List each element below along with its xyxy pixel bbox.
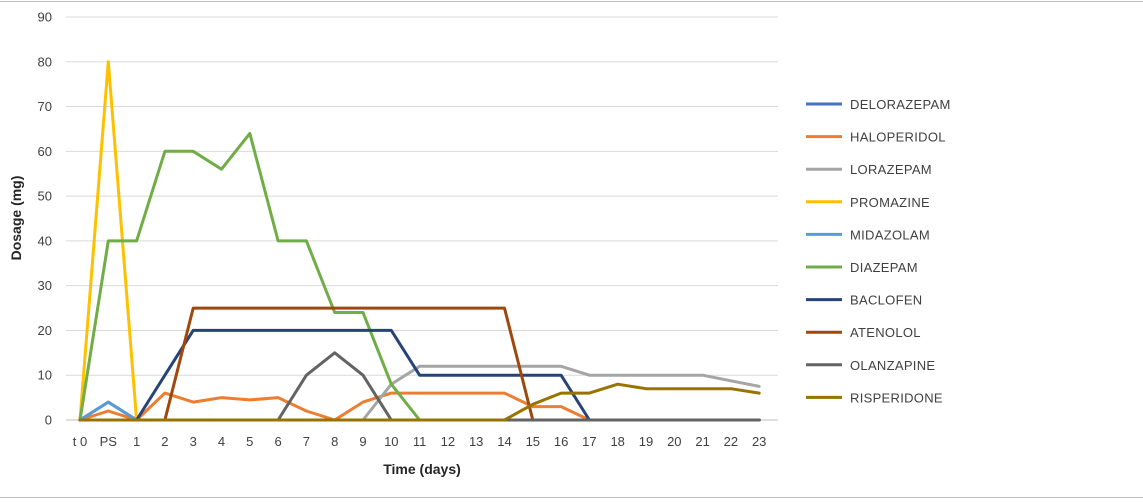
x-tick-label: 17 xyxy=(582,434,596,449)
legend-label: DELORAZEPAM xyxy=(850,97,951,112)
x-tick-label: 16 xyxy=(554,434,568,449)
y-tick-label: 70 xyxy=(38,99,52,114)
bottom-rule xyxy=(0,497,1143,498)
legend-label: PROMAZINE xyxy=(850,195,930,210)
x-tick-label: 15 xyxy=(526,434,540,449)
x-tick-label: 5 xyxy=(246,434,253,449)
x-tick-label: 11 xyxy=(413,434,427,449)
legend: DELORAZEPAM HALOPERIDOL LORAZEPAM PROMAZINE… xyxy=(806,97,951,405)
y-tick-label: 0 xyxy=(45,413,52,428)
y-axis-ticks: 0 10 20 30 40 50 60 70 80 90 xyxy=(38,10,52,428)
x-tick-label: 14 xyxy=(497,434,511,449)
series-line-atenolol xyxy=(78,306,761,422)
y-tick-label: 80 xyxy=(38,54,52,69)
legend-label: DIAZEPAM xyxy=(850,260,918,275)
series-line-diazepam xyxy=(78,131,761,422)
series-line-midazolam xyxy=(78,400,761,422)
x-tick-label: 21 xyxy=(695,434,709,449)
series-line-olanzapine xyxy=(78,351,761,422)
legend-label: MIDAZOLAM xyxy=(850,227,930,242)
x-tick-label: PS xyxy=(100,434,118,449)
y-tick-label: 10 xyxy=(38,368,52,383)
x-tick-label: 6 xyxy=(274,434,281,449)
x-tick-label: 7 xyxy=(303,434,310,449)
legend-label: RISPERIDONE xyxy=(850,390,943,405)
series-lines xyxy=(78,60,761,422)
y-tick-label: 30 xyxy=(38,278,52,293)
legend-label: HALOPERIDOL xyxy=(850,130,946,145)
series-line-risperidone xyxy=(78,382,761,422)
gridlines xyxy=(66,16,778,421)
y-tick-label: 50 xyxy=(38,189,52,204)
x-tick-label: 18 xyxy=(610,434,624,449)
x-tick-label: 4 xyxy=(218,434,225,449)
legend-label: OLANZAPINE xyxy=(850,358,935,373)
x-axis-ticks: t 0 PS 1 2 3 4 5 6 7 8 9 10 11 12 13 14 15 16 17 18 19 20 21 22… xyxy=(73,434,767,449)
series-line-haloperidol xyxy=(78,391,761,422)
x-tick-label: 23 xyxy=(752,434,766,449)
x-tick-label: 13 xyxy=(469,434,483,449)
x-tick-label: 9 xyxy=(359,434,366,449)
legend-label: BACLOFEN xyxy=(850,293,922,308)
y-tick-label: 40 xyxy=(38,233,52,248)
x-tick-label: t 0 xyxy=(73,434,87,449)
x-tick-label: 19 xyxy=(639,434,653,449)
top-rule xyxy=(0,1,1143,2)
legend-label: LORAZEPAM xyxy=(850,162,932,177)
legend-label: ATENOLOL xyxy=(850,325,921,340)
y-tick-label: 60 xyxy=(38,144,52,159)
x-axis-title: Time (days) xyxy=(383,461,461,477)
y-tick-label: 20 xyxy=(38,323,52,338)
x-tick-label: 3 xyxy=(190,434,197,449)
y-axis-title: Dosage (mg) xyxy=(8,176,24,261)
x-tick-label: 2 xyxy=(161,434,168,449)
series-line-delorazepam xyxy=(78,400,761,422)
x-tick-label: 8 xyxy=(331,434,338,449)
x-tick-label: 22 xyxy=(724,434,738,449)
x-tick-label: 10 xyxy=(384,434,398,449)
x-tick-label: 20 xyxy=(667,434,681,449)
x-tick-label: 12 xyxy=(441,434,455,449)
x-tick-label: 1 xyxy=(133,434,140,449)
y-tick-label: 90 xyxy=(38,10,52,25)
